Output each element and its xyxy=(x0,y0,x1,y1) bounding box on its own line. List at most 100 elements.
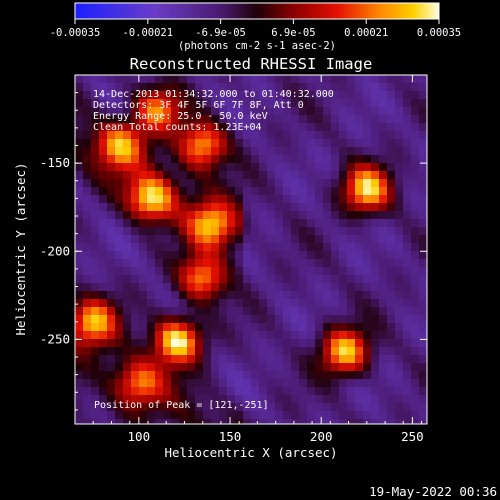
heatmap-cell xyxy=(83,403,91,411)
heatmap-cell xyxy=(107,219,115,227)
heatmap-cell xyxy=(107,163,115,171)
heatmap-cell xyxy=(387,315,395,323)
heatmap-cell xyxy=(195,155,203,163)
heatmap-cell xyxy=(251,419,259,424)
heatmap-cell xyxy=(283,387,291,395)
heatmap-cell xyxy=(355,395,363,403)
heatmap-cell xyxy=(155,347,163,355)
heatmap-cell xyxy=(339,219,347,227)
heatmap-cell xyxy=(211,171,219,179)
heatmap-cell xyxy=(195,275,203,283)
heatmap-cell xyxy=(131,75,139,83)
heatmap-cell xyxy=(155,203,163,211)
heatmap-cell xyxy=(403,235,411,243)
heatmap-cell xyxy=(259,267,267,275)
heatmap-cell xyxy=(163,419,171,424)
heatmap-cell xyxy=(347,211,355,219)
heatmap-cell xyxy=(227,251,235,259)
heatmap-cell xyxy=(123,211,131,219)
heatmap-cell xyxy=(307,259,315,267)
heatmap-cell xyxy=(195,187,203,195)
heatmap-cell xyxy=(155,155,163,163)
heatmap-cell xyxy=(91,283,99,291)
heatmap-cell xyxy=(283,75,291,83)
heatmap-cell xyxy=(155,99,163,107)
heatmap-cell xyxy=(323,331,331,339)
heatmap-cell xyxy=(419,115,427,123)
heatmap-cell xyxy=(347,411,355,419)
heatmap-cell xyxy=(315,403,323,411)
heatmap-cell xyxy=(267,395,275,403)
heatmap-cell xyxy=(403,331,411,339)
heatmap-cell xyxy=(227,411,235,419)
heatmap-cell xyxy=(99,139,107,147)
heatmap-cell xyxy=(371,259,379,267)
heatmap-cell xyxy=(371,411,379,419)
heatmap-cell xyxy=(339,307,347,315)
heatmap-cell xyxy=(155,243,163,251)
heatmap-cell xyxy=(387,107,395,115)
heatmap-cell xyxy=(291,171,299,179)
heatmap-cell xyxy=(275,171,283,179)
heatmap-cell xyxy=(299,219,307,227)
heatmap-cell xyxy=(395,171,403,179)
heatmap-cell xyxy=(363,251,371,259)
heatmap-cell xyxy=(411,291,419,299)
heatmap-cell xyxy=(115,243,123,251)
heatmap-cell xyxy=(395,411,403,419)
heatmap-cell xyxy=(339,195,347,203)
heatmap-cell xyxy=(299,187,307,195)
heatmap-cell xyxy=(123,195,131,203)
heatmap-cell xyxy=(243,115,251,123)
heatmap-cell xyxy=(179,163,187,171)
heatmap-cell xyxy=(275,123,283,131)
heatmap-cell xyxy=(403,83,411,91)
heatmap-cell xyxy=(395,291,403,299)
heatmap-cell xyxy=(139,227,147,235)
heatmap-cell xyxy=(155,371,163,379)
heatmap-cell xyxy=(99,251,107,259)
heatmap-cell xyxy=(323,339,331,347)
colorbar-tick-label: 0.00021 xyxy=(344,27,388,39)
heatmap-cell xyxy=(203,339,211,347)
heatmap-cell xyxy=(91,387,99,395)
heatmap-cell xyxy=(187,139,195,147)
heatmap-cell xyxy=(355,275,363,283)
heatmap-cell xyxy=(379,75,387,83)
heatmap-cell xyxy=(259,187,267,195)
colorbar xyxy=(74,2,440,20)
heatmap-cell xyxy=(187,219,195,227)
heatmap-cell xyxy=(259,235,267,243)
heatmap-cell xyxy=(187,339,195,347)
heatmap-cell xyxy=(379,131,387,139)
heatmap-cell xyxy=(115,123,123,131)
heatmap-cell xyxy=(115,219,123,227)
heatmap-cell xyxy=(91,251,99,259)
heatmap-cell xyxy=(251,211,259,219)
heatmap-cell xyxy=(275,75,283,83)
heatmap-cell xyxy=(339,251,347,259)
heatmap-cell xyxy=(363,315,371,323)
heatmap-cell xyxy=(179,195,187,203)
heatmap-cell xyxy=(307,355,315,363)
heatmap-cell xyxy=(75,403,83,411)
heatmap-cell xyxy=(203,99,211,107)
heatmap-cell xyxy=(283,275,291,283)
heatmap-cell xyxy=(291,339,299,347)
heatmap-cell xyxy=(211,139,219,147)
heatmap-cell xyxy=(99,259,107,267)
heatmap-cell xyxy=(419,155,427,163)
heatmap-cell xyxy=(419,235,427,243)
heatmap-cell xyxy=(243,243,251,251)
heatmap-cell xyxy=(187,251,195,259)
heatmap-cell xyxy=(323,275,331,283)
heatmap-cell xyxy=(115,179,123,187)
heatmap-cell xyxy=(275,267,283,275)
heatmap-cell xyxy=(211,115,219,123)
heatmap-cell xyxy=(355,91,363,99)
heatmap-cell xyxy=(107,115,115,123)
heatmap-cell xyxy=(299,251,307,259)
heatmap-cell xyxy=(299,339,307,347)
heatmap-cell xyxy=(131,299,139,307)
heatmap-cell xyxy=(395,99,403,107)
